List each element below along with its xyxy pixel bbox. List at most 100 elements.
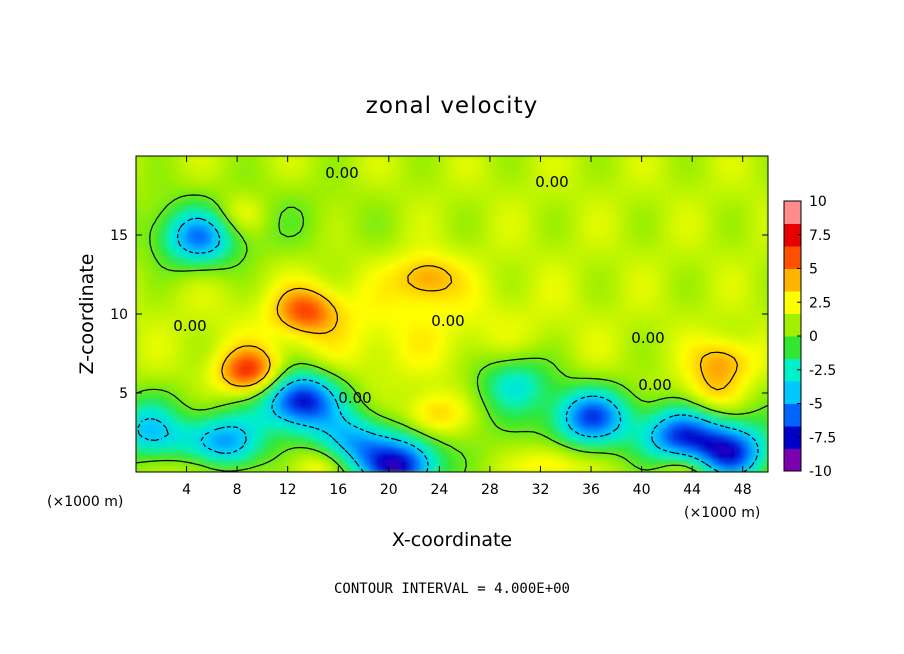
heatmap-cell [445, 395, 453, 403]
heatmap-cell [704, 408, 712, 416]
heatmap-cell [616, 199, 623, 207]
heatmap-cell [660, 459, 668, 466]
heatmap-cell [559, 162, 567, 169]
heatmap-cell [729, 338, 737, 346]
heatmap-cell [653, 275, 661, 283]
heatmap-cell [710, 452, 718, 460]
heatmap-cell [647, 414, 655, 422]
heatmap-cell [571, 282, 579, 290]
heatmap-cell [249, 383, 257, 391]
heatmap-cell [641, 156, 649, 163]
heatmap-cell [243, 421, 251, 429]
heatmap-cell [552, 421, 560, 429]
heatmap-cell [268, 465, 276, 472]
heatmap-cell [274, 263, 282, 271]
heatmap-cell [312, 357, 320, 365]
heatmap-cell [243, 326, 251, 334]
heatmap-cell [508, 345, 516, 353]
heatmap-cell [224, 237, 232, 245]
heatmap-cell [255, 180, 263, 188]
heatmap-cell [281, 427, 288, 435]
heatmap-cell [224, 326, 232, 334]
heatmap-cell [356, 199, 364, 207]
heatmap-cell [483, 433, 491, 441]
heatmap-cell [748, 320, 756, 327]
heatmap-cell [540, 237, 548, 245]
heatmap-cell [527, 446, 535, 454]
heatmap-cell [514, 218, 522, 226]
heatmap-cell [590, 288, 598, 296]
heatmap-cell [736, 168, 744, 176]
heatmap-cell [571, 156, 579, 163]
heatmap-cell [407, 338, 415, 346]
heatmap-cell [369, 376, 377, 384]
heatmap-cell [363, 282, 371, 290]
heatmap-cell [761, 351, 768, 359]
heatmap-cell [255, 459, 263, 466]
heatmap-cell [350, 389, 358, 397]
heatmap-cell [363, 174, 371, 182]
heatmap-cell [388, 338, 396, 346]
heatmap-cell [685, 389, 693, 397]
heatmap-cell [388, 199, 396, 207]
heatmap-cell [179, 414, 187, 422]
heatmap-cell [136, 332, 143, 340]
heatmap-cell [597, 395, 604, 403]
heatmap-cell [274, 156, 282, 163]
heatmap-cell [318, 250, 326, 258]
heatmap-cell [565, 212, 573, 220]
heatmap-cell [622, 244, 630, 252]
heatmap-cell [186, 452, 194, 460]
heatmap-cell [546, 193, 554, 201]
heatmap-cell [514, 338, 522, 346]
heatmap-cell [761, 402, 768, 410]
heatmap-cell [407, 427, 415, 435]
heatmap-cell [527, 421, 535, 429]
heatmap-cell [281, 364, 288, 372]
heatmap-cell [609, 465, 617, 472]
heatmap-cell [426, 199, 434, 207]
heatmap-cell [723, 440, 731, 448]
heatmap-cell [489, 452, 497, 460]
heatmap-cell [274, 212, 282, 220]
heatmap-cell [717, 225, 725, 233]
heatmap-cell [742, 180, 750, 188]
heatmap-cell [243, 263, 251, 271]
heatmap-cell [445, 338, 453, 346]
heatmap-cell [723, 231, 731, 239]
heatmap-cell [274, 427, 282, 435]
heatmap-cell [211, 376, 219, 384]
heatmap-cell [729, 459, 737, 466]
heatmap-cell [186, 338, 194, 346]
heatmap-cell [243, 294, 251, 302]
heatmap-cell [281, 389, 288, 397]
heatmap-cell [540, 370, 548, 378]
heatmap-cell [584, 244, 592, 252]
heatmap-cell [710, 383, 718, 391]
heatmap-cell [590, 162, 598, 169]
heatmap-cell [647, 231, 655, 239]
heatmap-cell [274, 244, 282, 252]
heatmap-cell [426, 383, 434, 391]
heatmap-cell [489, 351, 497, 359]
heatmap-cell [356, 162, 364, 169]
heatmap-cell [710, 162, 718, 169]
heatmap-cell [445, 427, 453, 435]
heatmap-cell [445, 446, 453, 454]
heatmap-cell [426, 269, 434, 277]
heatmap-cell [363, 307, 371, 315]
heatmap-cell [470, 376, 478, 384]
heatmap-cell [597, 162, 604, 169]
heatmap-cell [375, 440, 383, 448]
heatmap-cell [489, 206, 497, 214]
heatmap-cell [407, 162, 415, 169]
heatmap-cell [710, 301, 718, 308]
heatmap-cell [281, 294, 288, 302]
heatmap-cell [552, 440, 560, 448]
heatmap-cell [432, 193, 440, 201]
heatmap-cell [717, 332, 725, 340]
heatmap-cell [312, 180, 320, 188]
heatmap-cell [729, 301, 737, 308]
heatmap-cell [476, 187, 484, 195]
heatmap-cell [464, 326, 472, 334]
